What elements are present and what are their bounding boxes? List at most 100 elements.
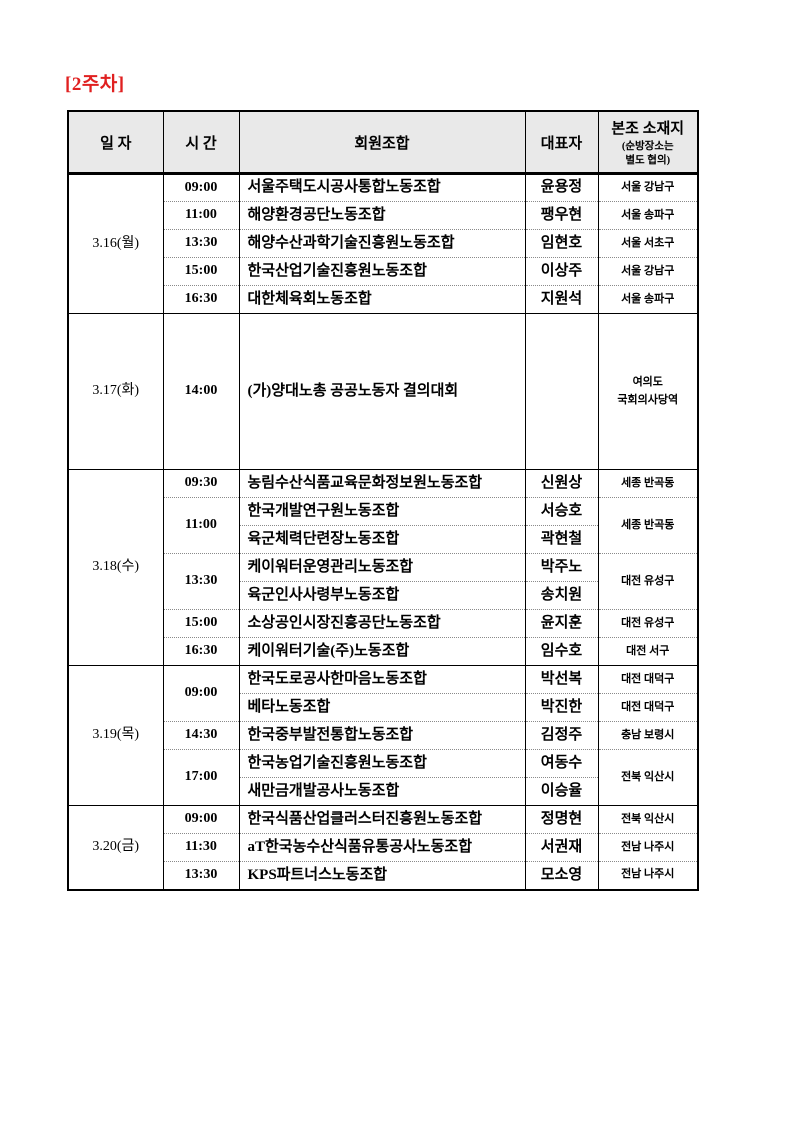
union-cell: 해양수산과학기술진흥원노동조합 [238,229,526,258]
table-row: 베타노동조합 박진한 대전 대덕구 [68,693,699,722]
location-cell: 대전 대덕구 [597,693,699,722]
table-row: 13:30 KPS파트너스노동조합 모소영 전남 나주시 [68,861,699,890]
time-cell: 09:00 [162,665,240,722]
time-cell: 11:30 [162,833,240,862]
union-cell: 케이워터기술(주)노동조합 [238,637,526,666]
time-cell: 15:00 [162,609,240,638]
location-cell: 전남 나주시 [597,833,699,862]
union-cell: 육군인사사령부노동조합 [238,581,526,610]
union-cell: 농림수산식품교육문화정보원노동조합 [238,469,526,498]
union-cell: 한국산업기술진흥원노동조합 [238,257,526,286]
time-cell: 13:30 [162,861,240,890]
schedule-table: 일 자 시 간 회원조합 대표자 본조 소재지 (순방장소는 별도 협의) 3.… [67,110,699,891]
union-cell: (가)양대노총 공공노동자 결의대회 [238,313,526,470]
union-cell: 케이워터운영관리노동조합 [238,553,526,582]
header-row: 일 자 시 간 회원조합 대표자 본조 소재지 (순방장소는 별도 협의) [67,110,699,175]
union-cell: 한국중부발전통합노동조합 [238,721,526,750]
representative-cell: 윤용정 [524,173,599,202]
time-cell: 16:30 [162,637,240,666]
time-cell: 11:00 [162,201,240,230]
union-cell: 베타노동조합 [238,693,526,722]
time-cell: 13:30 [162,229,240,258]
table-row: 15:00 한국산업기술진흥원노동조합 이상주 서울 강남구 [68,257,699,286]
header-location-title: 본조 소재지 [611,121,685,138]
location-line1: 여의도 [632,375,663,388]
representative-cell: 이승율 [524,777,599,806]
union-cell: 육군체력단련장노동조합 [238,525,526,554]
header-time: 시 간 [162,110,240,175]
time-cell: 14:30 [162,721,240,750]
table-row: 새만금개발공사노동조합 이승율 [68,777,698,806]
header-location-note-line1: (순방장소는 [621,141,674,153]
page-title: [2주차] [65,74,125,95]
table-header: 일 자 시 간 회원조합 대표자 본조 소재지 (순방장소는 별도 협의) [67,110,699,175]
table-row: 13:30 해양수산과학기술진흥원노동조합 임현호 서울 서초구 [68,229,699,258]
table-row: 3.19(목) 09:00 한국도로공사한마음노동조합 박선복 대전 대덕구 [67,665,699,806]
time-cell: 15:00 [162,257,240,286]
union-cell: aT한국농수산식품유통공사노동조합 [238,833,526,862]
location-cell: 서울 서초구 [597,229,699,258]
union-cell: 해양환경공단노동조합 [238,201,526,230]
table-row: 16:30 대한체육회노동조합 지원석 서울 송파구 [68,285,699,314]
location-cell: 대전 유성구 [597,609,699,638]
representative-cell: 서승호 [524,497,599,526]
date-cell: 3.19(목) [67,665,164,806]
location-cell: 서울 강남구 [597,173,699,202]
location-cell: 여의도 국회의사당역 [597,313,699,470]
union-cell: 소상공인시장진흥공단노동조합 [238,609,526,638]
header-representative: 대표자 [524,110,599,175]
location-cell: 세종 반곡동 [597,497,699,554]
table-row: 11:00 한국개발연구원노동조합 서승호 세종 반곡동 [68,497,699,554]
time-cell: 14:00 [162,313,240,470]
time-cell: 09:30 [162,469,240,498]
union-cell: KPS파트너스노동조합 [238,861,526,890]
table-row: 13:30 케이워터운영관리노동조합 박주노 대전 유성구 [68,553,699,610]
table-row: 3.16(월) 09:00 서울주택도시공사통합노동조합 윤용정 서울 강남구 [67,173,699,314]
date-cell: 3.18(수) [67,469,164,666]
location-cell: 충남 보령시 [597,721,699,750]
header-union: 회원조합 [238,110,526,175]
representative-cell: 박주노 [524,553,599,582]
union-cell: 새만금개발공사노동조합 [238,777,526,806]
time-cell: 11:00 [162,497,240,554]
table-row: 3.20(금) 09:00 한국식품산업클러스터진흥원노동조합 정명현 전북 익… [67,805,699,890]
location-cell: 대전 유성구 [597,553,699,610]
time-cell: 17:00 [162,749,240,806]
time-cell: 09:00 [162,173,240,202]
date-cell: 3.16(월) [67,173,164,314]
representative-cell: 팽우현 [524,201,599,230]
table-row: 육군체력단련장노동조합 곽현철 [68,525,698,554]
representative-cell: 신원상 [524,469,599,498]
table-row: 11:00 해양환경공단노동조합 팽우현 서울 송파구 [68,201,699,230]
representative-cell [524,313,599,470]
union-cell: 한국식품산업클러스터진흥원노동조합 [238,805,526,834]
representative-cell: 여동수 [524,749,599,778]
time-cell: 13:30 [162,553,240,610]
header-location-note-line2: 별도 협의) [625,154,671,166]
representative-cell: 송치원 [524,581,599,610]
header-location: 본조 소재지 (순방장소는 별도 협의) [597,110,699,175]
representative-cell: 박진한 [524,693,599,722]
table-row: 15:00 소상공인시장진흥공단노동조합 윤지훈 대전 유성구 [68,609,699,638]
table-row: 3.17(화) 14:00 (가)양대노총 공공노동자 결의대회 여의도 국회의… [67,313,699,470]
date-cell: 3.20(금) [67,805,164,890]
representative-cell: 임현호 [524,229,599,258]
table-row: 육군인사사령부노동조합 송치원 [68,581,698,610]
location-cell: 대전 서구 [597,637,699,666]
location-cell: 서울 송파구 [597,201,699,230]
representative-cell: 이상주 [524,257,599,286]
location-cell: 전남 나주시 [597,861,699,890]
representative-cell: 김정주 [524,721,599,750]
representative-cell: 서권재 [524,833,599,862]
location-cell: 전북 익산시 [597,749,699,806]
location-cell: 서울 강남구 [597,257,699,286]
union-cell: 한국도로공사한마음노동조합 [238,665,526,694]
date-cell: 3.17(화) [67,313,164,470]
union-cell: 한국농업기술진흥원노동조합 [238,749,526,778]
table-row: 14:30 한국중부발전통합노동조합 김정주 충남 보령시 [68,721,699,750]
representative-cell: 정명현 [524,805,599,834]
header-location-note: (순방장소는 별도 협의) [599,140,698,166]
table-row: 3.18(수) 09:30 농림수산식품교육문화정보원노동조합 신원상 세종 반… [67,469,699,666]
location-cell: 세종 반곡동 [597,469,699,498]
